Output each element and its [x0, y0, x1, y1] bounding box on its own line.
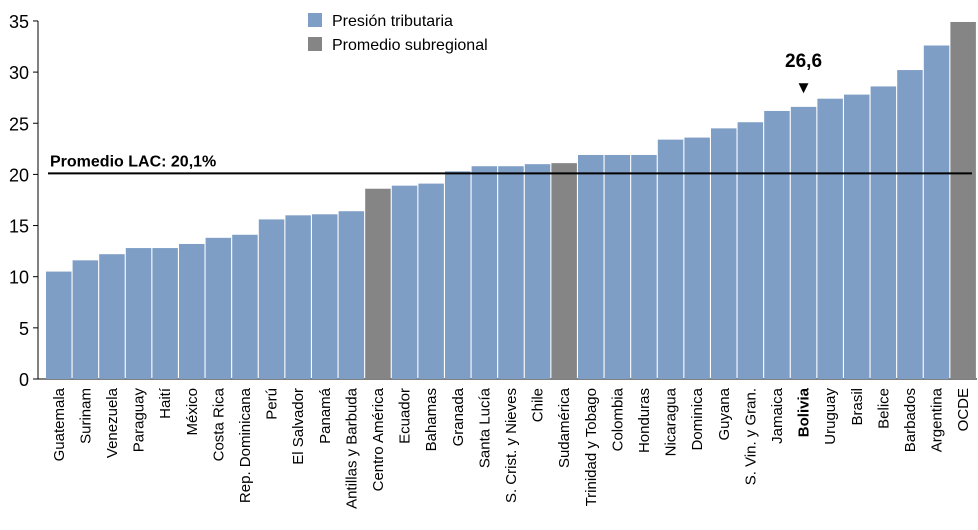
bar-s-crist-y-nieves [498, 166, 524, 379]
bar-bahamas [418, 183, 444, 379]
x-label-chile: Chile [530, 388, 547, 422]
y-tick-label: 5 [19, 319, 29, 339]
x-label-s-crist-y-nieves: S. Crist. y Nieves [503, 388, 520, 503]
bar-el-salvador [285, 215, 311, 379]
bar-santa-lucia [471, 166, 498, 379]
x-label-trinidad-y-tobago: Trinidad y Tobago [583, 388, 600, 506]
x-label-venezuela: Venezuela [104, 387, 121, 458]
bar-uruguay [817, 98, 843, 379]
x-label-barbados: Barbados [902, 388, 919, 452]
bar-s-vin-y-gran [737, 122, 764, 380]
bolivia-value-label: 26,6 [785, 51, 822, 72]
x-label-el-salvador: El Salvador [290, 388, 307, 465]
bar-guyana [711, 128, 737, 379]
x-label-guyana: Guyana [716, 387, 733, 440]
bar-granada [445, 171, 471, 379]
x-label-uruguay: Uruguay [822, 388, 839, 445]
bar-peru [258, 219, 285, 379]
bar-venezuela [99, 254, 125, 379]
x-label-bahamas: Bahamas [423, 388, 440, 451]
bar-surinam [72, 260, 99, 379]
y-tick-label: 0 [19, 370, 29, 390]
x-label-dominica: Dominica [689, 387, 706, 450]
x-label-surinam: Surinam [77, 388, 94, 444]
down-arrow-icon: ▼ [795, 78, 812, 97]
legend-swatch-presion-tributaria [308, 13, 322, 27]
bar-bolivia [790, 106, 817, 380]
bar-paraguay [125, 248, 152, 379]
x-label-argentina: Argentina [929, 387, 946, 452]
bar-centro-america [365, 188, 391, 379]
bar-dominica [684, 137, 710, 379]
bar-chile [524, 164, 551, 379]
x-label-bolivia: Bolivia [796, 387, 813, 437]
x-label-panama: Panamá [317, 387, 334, 444]
bar-haiti [152, 248, 178, 379]
legend-label-presion-tributaria: Presión tributaria [332, 13, 453, 30]
y-tick-label: 35 [9, 12, 29, 32]
x-label-mexico: México [184, 388, 201, 436]
y-tick-label: 20 [9, 165, 29, 185]
lac-average-label: Promedio LAC: 20,1% [50, 153, 216, 170]
y-tick-label: 30 [9, 63, 29, 83]
lac-average-line: Promedio LAC: 20,1% [48, 153, 972, 175]
x-label-paraguay: Paraguay [131, 388, 148, 453]
x-label-brasil: Brasil [849, 388, 866, 426]
bar-antillas-y-barbuda [338, 211, 365, 379]
bar-argentina [923, 45, 950, 379]
y-tick-label: 10 [9, 268, 29, 288]
bar-guatemala [46, 271, 72, 379]
x-label-antillas-y-barbuda: Antillas y Barbuda [343, 387, 360, 509]
x-label-s-vin-y-gran: S. Vin. y Gran. [742, 388, 759, 485]
bar-belice [870, 86, 897, 379]
x-label-nicaragua: Nicaragua [663, 387, 680, 456]
x-label-rep-dominicana: Rep. Dominicana [237, 387, 254, 503]
y-tick-label: 15 [9, 217, 29, 237]
bolivia-annotation: 26,6 ▼ [785, 51, 822, 97]
legend: Presión tributaria Promedio subregional [308, 13, 488, 54]
x-label-colombia: Colombia [609, 387, 626, 451]
bar-colombia [604, 154, 631, 379]
bar-trinidad-y-tobago [578, 154, 604, 379]
x-label-centro-america: Centro América [370, 387, 387, 491]
bar-barbados [897, 70, 923, 379]
legend-label-promedio-subregional: Promedio subregional [332, 37, 488, 54]
x-label-ecuador: Ecuador [397, 388, 414, 444]
x-label-granada: Granada [450, 387, 467, 446]
bar-panama [312, 214, 338, 379]
bar-ocde [950, 21, 976, 380]
bars [46, 21, 976, 380]
bar-jamaica [764, 110, 790, 379]
x-label-costa-rica: Costa Rica [210, 387, 227, 461]
x-axis-labels: Guatemala Surinam Venezuela Paraguay Haití Mé… [51, 387, 972, 509]
x-label-belice: Belice [875, 388, 892, 429]
x-label-ocde: OCDE [955, 388, 972, 431]
bar-nicaragua [657, 139, 684, 379]
x-label-peru: Perú [264, 388, 281, 420]
x-label-sudamerica: Sudamérica [556, 387, 573, 468]
y-tick-label: 25 [9, 114, 29, 134]
bar-mexico [179, 243, 205, 379]
bar-rep-dominicana [232, 234, 258, 379]
x-label-honduras: Honduras [636, 388, 653, 453]
legend-swatch-promedio-subregional [308, 37, 322, 51]
x-label-guatemala: Guatemala [51, 387, 68, 461]
x-label-santa-lucia: Santa Lucía [476, 387, 493, 468]
bar-ecuador [391, 185, 418, 379]
x-label-haiti: Haití [157, 387, 174, 419]
x-label-jamaica: Jamaica [769, 387, 786, 444]
bar-sudamerica [551, 163, 577, 379]
bar-costa-rica [205, 237, 232, 379]
bar-honduras [631, 154, 657, 379]
bar-brasil [844, 94, 870, 379]
